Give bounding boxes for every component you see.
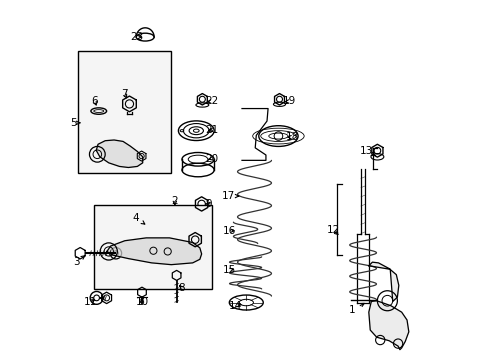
Text: 21: 21 [204,125,218,135]
Text: 22: 22 [204,96,218,107]
Text: 8: 8 [178,283,185,293]
Text: 20: 20 [204,154,218,163]
Polygon shape [368,262,398,301]
Text: 5: 5 [70,118,80,128]
Text: 4: 4 [132,212,144,224]
Text: 12: 12 [326,225,339,235]
Text: 1: 1 [347,303,364,315]
Text: 10: 10 [135,297,148,307]
Text: 7: 7 [122,89,128,99]
Polygon shape [368,301,408,350]
Text: 6: 6 [91,96,98,107]
Text: 15: 15 [223,265,236,275]
Text: 14: 14 [228,301,242,311]
Text: 2: 2 [171,197,178,206]
Text: 3: 3 [73,256,85,267]
Polygon shape [107,238,201,265]
Text: 11: 11 [83,297,97,307]
Text: 18: 18 [285,132,298,142]
Text: 9: 9 [205,199,212,209]
Text: 13: 13 [359,147,375,157]
Polygon shape [96,140,142,167]
Text: 17: 17 [222,191,238,201]
Bar [78,51,171,173]
Text: 16: 16 [223,226,236,236]
Bar [94,205,212,289]
Text: 19: 19 [282,96,295,107]
Text: 23: 23 [130,32,143,42]
